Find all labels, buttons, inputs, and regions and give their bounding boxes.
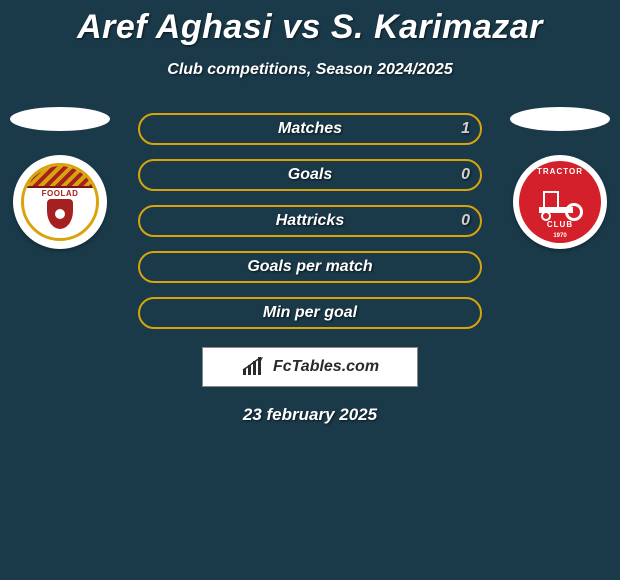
footer-brand-text: FcTables.com: [273, 358, 379, 376]
stat-row-goals: Goals 0: [138, 159, 482, 191]
stat-row-min-per-goal: Min per goal: [138, 297, 482, 329]
stat-rows: Matches 1 Goals 0 Hattricks 0 Goals per …: [138, 113, 482, 329]
foolad-shield-icon: [47, 199, 73, 229]
stat-row-hattricks: Hattricks 0: [138, 205, 482, 237]
stat-row-goals-per-match: Goals per match: [138, 251, 482, 283]
footer-date: 23 february 2025: [0, 405, 620, 425]
foolad-logo-inner: FOOLAD: [21, 163, 99, 241]
tractor-icon: [539, 191, 581, 219]
foolad-stripes: [24, 166, 96, 188]
stat-label: Matches: [278, 120, 342, 138]
left-team-ellipse: [10, 107, 110, 131]
tractor-year: 1970: [553, 233, 566, 239]
page-title: Aref Aghasi vs S. Karimazar: [0, 0, 620, 47]
left-club-logo: FOOLAD: [13, 155, 107, 249]
stat-value-right: 0: [461, 212, 470, 230]
bar-chart-icon: [241, 357, 267, 377]
foolad-logo-text: FOOLAD: [42, 189, 79, 198]
foolad-ball-icon: [55, 209, 65, 219]
stat-value-right: 1: [461, 120, 470, 138]
tractor-logo-inner: TRACTOR CLUB 1970: [519, 161, 601, 243]
stat-label: Min per goal: [263, 304, 357, 322]
footer-brand-box: FcTables.com: [202, 347, 418, 387]
stat-row-matches: Matches 1: [138, 113, 482, 145]
stat-label: Hattricks: [276, 212, 344, 230]
left-team-area: FOOLAD: [0, 107, 120, 249]
right-club-logo: TRACTOR CLUB 1970: [513, 155, 607, 249]
stat-label: Goals: [288, 166, 332, 184]
stats-area: FOOLAD TRACTOR CLUB 1970: [0, 113, 620, 329]
tractor-top-text: TRACTOR: [537, 167, 583, 176]
stat-label: Goals per match: [247, 258, 372, 276]
right-team-area: TRACTOR CLUB 1970: [500, 107, 620, 249]
tractor-bottom-text: CLUB: [547, 220, 573, 229]
right-team-ellipse: [510, 107, 610, 131]
subtitle: Club competitions, Season 2024/2025: [0, 61, 620, 79]
stat-value-right: 0: [461, 166, 470, 184]
